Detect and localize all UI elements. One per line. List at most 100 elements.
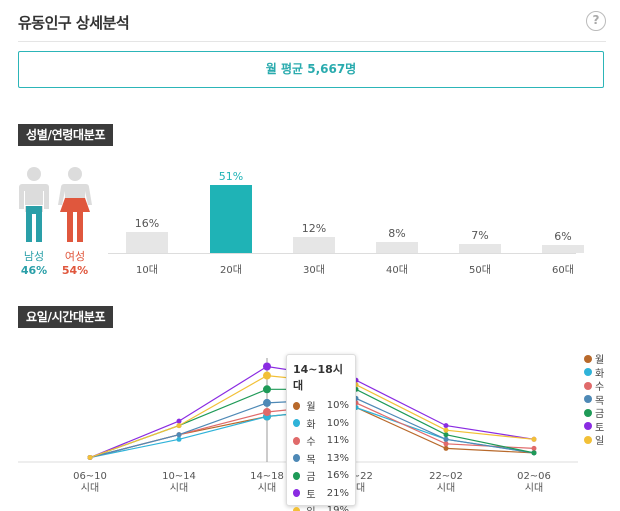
tooltip-day: 일 — [306, 503, 326, 511]
tooltip-dot — [293, 471, 301, 480]
tooltip-row: 일19% — [293, 502, 349, 511]
tooltip-dot — [293, 419, 301, 428]
female-percent: 54% — [61, 264, 89, 277]
tooltip-value: 16% — [326, 470, 349, 482]
x-tick-label: 10~14 — [162, 471, 196, 482]
tooltip-dot — [293, 489, 301, 498]
female-label: 여성 — [64, 250, 86, 263]
monthly-average-box: 월 평균 5,667명 — [18, 51, 604, 88]
legend-item[interactable]: 목 — [584, 393, 604, 407]
male-percent: 46% — [20, 264, 48, 277]
age-bar-value: 51% — [218, 170, 244, 183]
legend-label: 토 — [595, 422, 605, 434]
legend-item[interactable]: 월 — [584, 352, 604, 366]
series-point — [87, 455, 93, 460]
age-bar — [459, 243, 501, 253]
series-point[interactable] — [263, 398, 271, 407]
legend-label: 일 — [595, 436, 605, 448]
series-point — [443, 436, 449, 442]
tooltip-day: 월 — [306, 402, 316, 414]
gender-age-section-tag: 성별/연령대분포 — [18, 124, 114, 146]
series-point — [176, 423, 182, 429]
legend-item[interactable]: 토 — [584, 420, 604, 434]
legend-label: 화 — [595, 368, 605, 380]
tooltip-row: 수 11% — [293, 432, 349, 450]
age-bar-value: 6% — [554, 230, 572, 243]
series-point — [443, 423, 449, 429]
tooltip-day: 목 — [306, 454, 316, 466]
legend-dot — [584, 381, 592, 390]
series-point — [176, 432, 182, 438]
tooltip-dot — [293, 454, 301, 463]
female-figure — [56, 166, 94, 246]
age-bar — [376, 242, 418, 253]
x-tick-label: 시대 — [437, 482, 455, 494]
x-tick-label: 시대 — [81, 482, 99, 494]
series-point — [443, 441, 449, 447]
section-header: 유동인구 상세분석 ? — [18, 11, 606, 42]
series-point — [443, 432, 449, 438]
x-tick-label: 18~22 — [339, 471, 373, 482]
series-point — [531, 445, 537, 451]
age-bar-category: 50대 — [469, 265, 491, 276]
age-chart-baseline — [108, 253, 576, 254]
age-bar-value: 8% — [388, 227, 406, 241]
series-point[interactable] — [263, 408, 271, 416]
help-icon[interactable]: ? — [586, 11, 606, 31]
page-title: 유동인구 상세분석 — [18, 14, 130, 32]
legend-label: 월 — [595, 355, 605, 367]
time-line-chart: 06~10시대10~14시대14~18시대18~22시대22~02시대02~06… — [18, 358, 578, 494]
tooltip-day: 토 — [306, 489, 316, 501]
female-icon — [58, 167, 92, 242]
tooltip-row: 목 13% — [293, 450, 349, 468]
tooltip-day: 수 — [306, 437, 316, 449]
age-bar-category: 40대 — [386, 265, 408, 276]
tooltip-value: 10% — [326, 400, 349, 412]
age-bar-category: 60대 — [552, 265, 574, 276]
age-bar-category: 20대 — [220, 265, 242, 276]
x-tick-label: 시대 — [525, 482, 543, 494]
age-bar-value: 7% — [471, 228, 489, 242]
series-point — [443, 445, 449, 451]
legend-dot — [584, 408, 592, 417]
tooltip-value: 13% — [326, 452, 349, 464]
legend-item[interactable]: 금 — [584, 406, 604, 420]
legend-item[interactable]: 화 — [584, 366, 604, 380]
weekday-time-section-tag: 요일/시간대분포 — [18, 306, 114, 328]
x-tick-label: 14~18 — [250, 471, 284, 482]
tooltip-row: 월 10% — [293, 397, 349, 415]
legend-item[interactable]: 수 — [584, 379, 604, 393]
series-point[interactable] — [263, 371, 271, 380]
legend-dot — [584, 354, 592, 363]
legend-item[interactable]: 일 — [584, 433, 604, 447]
series-point[interactable] — [263, 385, 271, 394]
age-bar — [126, 231, 168, 253]
series-point[interactable] — [263, 362, 271, 371]
legend-dot — [584, 422, 592, 431]
x-tick-label: 06~10 — [73, 471, 107, 482]
tooltip-dot — [293, 401, 301, 410]
age-bar-category: 30대 — [303, 265, 325, 276]
series-point — [531, 436, 537, 442]
series-point — [176, 418, 182, 424]
male-icon — [19, 167, 49, 242]
tooltip-value: 10% — [326, 417, 349, 429]
age-bar-value: 16% — [134, 216, 160, 230]
tooltip-row: 금 16% — [293, 467, 349, 485]
tooltip-value: 19% — [326, 505, 349, 511]
x-tick-label: 22~02 — [429, 471, 463, 482]
x-tick-label: 02~06 — [517, 471, 551, 482]
tooltip-dot — [293, 436, 301, 445]
tooltip-row: 토 21% — [293, 485, 349, 503]
tooltip-value: 21% — [326, 487, 349, 499]
age-bar — [210, 185, 252, 253]
age-bar — [293, 237, 335, 253]
age-bar — [542, 245, 584, 253]
legend-dot — [584, 368, 592, 377]
x-tick-label: 시대 — [170, 482, 188, 494]
legend-dot — [584, 395, 592, 404]
legend-label: 목 — [595, 395, 605, 407]
series-point — [176, 436, 182, 442]
age-bar-category: 10대 — [136, 265, 158, 276]
